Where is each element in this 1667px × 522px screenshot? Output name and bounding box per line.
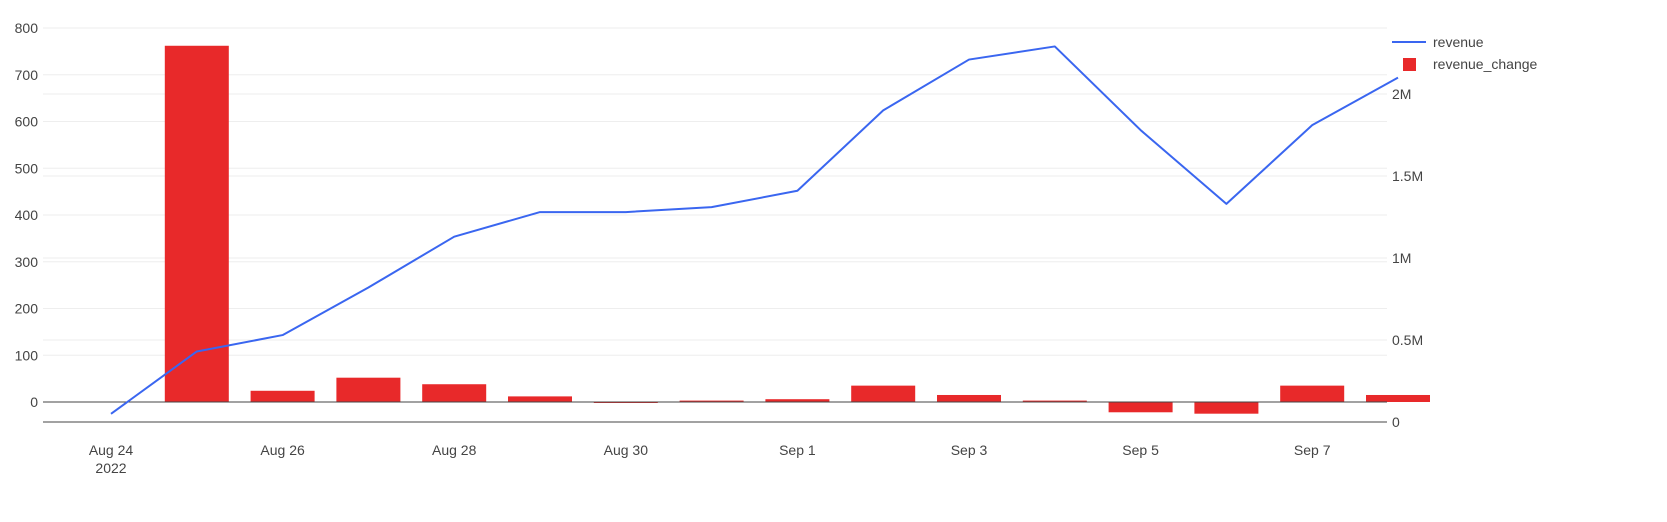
revenue-change-bar xyxy=(250,390,315,402)
revenue-change-bar xyxy=(422,384,487,402)
revenue-change-bar xyxy=(765,399,830,402)
revenue-change-bar xyxy=(336,377,401,402)
legend-label: revenue_change xyxy=(1433,56,1538,72)
axes xyxy=(43,401,1387,423)
revenue-change-bar xyxy=(851,385,916,402)
left-tick-label: 700 xyxy=(15,67,39,83)
left-tick-label: 300 xyxy=(15,254,39,270)
x-tick-label: Aug 24 xyxy=(89,442,134,458)
right-axis-ticks: 0 0.5M 1M 1.5M 2M xyxy=(1392,86,1423,430)
right-tick-label: 0 xyxy=(1392,414,1400,430)
revenue-change-bar xyxy=(1194,402,1259,414)
left-tick-label: 400 xyxy=(15,207,39,223)
x-tick-label: Aug 26 xyxy=(260,442,305,458)
legend-square-marker xyxy=(1403,58,1416,71)
gridlines xyxy=(43,27,1387,356)
revenue-change-bar xyxy=(1366,394,1430,402)
revenue-change-bar xyxy=(164,45,229,402)
left-tick-label: 600 xyxy=(15,114,39,130)
revenue-change-bar xyxy=(1108,402,1173,413)
x-tick-label: Aug 28 xyxy=(432,442,477,458)
revenue-change-bars xyxy=(164,45,1430,414)
x-tick-label: Aug 30 xyxy=(604,442,649,458)
legend-item-revenue[interactable]: revenue xyxy=(1392,34,1484,50)
x-tick-label: Sep 3 xyxy=(951,442,988,458)
left-tick-label: 0 xyxy=(30,394,38,410)
left-tick-label: 200 xyxy=(15,301,39,317)
revenue-change-bar xyxy=(937,394,1001,402)
revenue-change-bar xyxy=(508,396,572,402)
left-axis-ticks: 0 100 200 300 400 500 600 700 800 xyxy=(15,20,39,410)
revenue-line-layer xyxy=(110,45,1399,415)
right-tick-label: 2M xyxy=(1392,86,1411,102)
x-axis-ticks: Aug 24 2022 Aug 26 Aug 28 Aug 30 Sep 1 Sep 3 Se… xyxy=(89,442,1331,476)
revenue-line xyxy=(110,45,1399,415)
legend[interactable]: revenue revenue_change xyxy=(1392,34,1538,72)
left-tick-label: 800 xyxy=(15,20,39,36)
revenue-change-bar xyxy=(1280,385,1345,402)
x-tick-label: Sep 1 xyxy=(779,442,816,458)
revenue-change-bar xyxy=(1022,400,1087,402)
legend-item-revenue-change[interactable]: revenue_change xyxy=(1403,56,1538,72)
x-tick-label: Sep 5 xyxy=(1122,442,1159,458)
right-tick-label: 0.5M xyxy=(1392,332,1423,348)
revenue-change-bar xyxy=(679,400,744,402)
x-tick-year-label: 2022 xyxy=(95,460,126,476)
left-tick-label: 100 xyxy=(15,347,39,363)
right-tick-label: 1.5M xyxy=(1392,168,1423,184)
legend-label: revenue xyxy=(1433,34,1484,50)
right-tick-label: 1M xyxy=(1392,250,1411,266)
x-tick-label: Sep 7 xyxy=(1294,442,1331,458)
left-tick-label: 500 xyxy=(15,160,39,176)
